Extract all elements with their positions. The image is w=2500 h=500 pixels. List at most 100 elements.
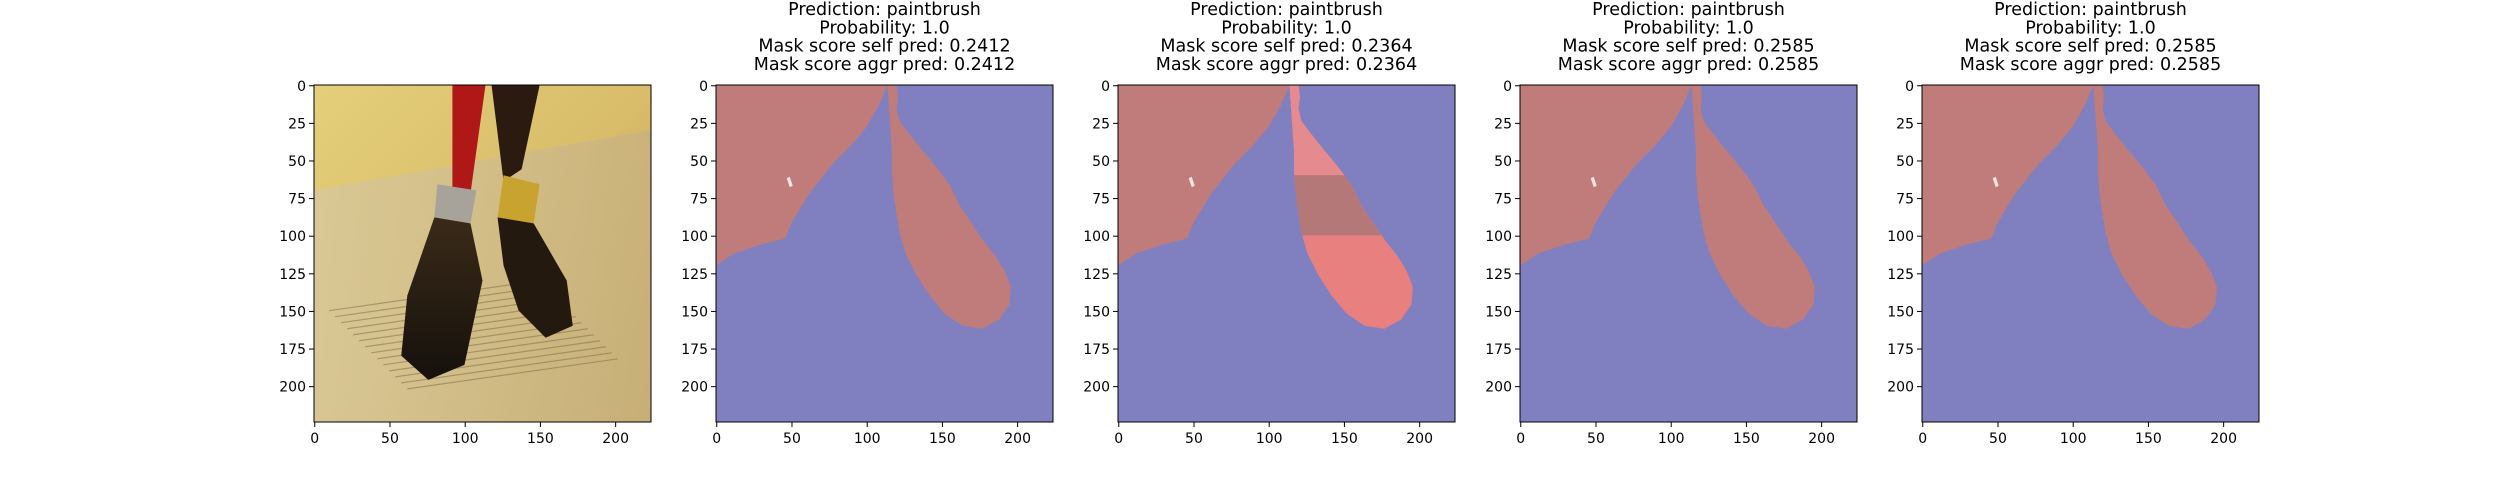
panel-title-line: Probability: 1.0 — [2025, 18, 2156, 38]
foreground-region — [1520, 85, 1692, 266]
newspaper-text-line — [401, 352, 612, 384]
x-tick-label: 50 — [1989, 431, 2007, 447]
panel-title-line: Mask score aggr pred: 0.2585 — [1558, 55, 1819, 75]
y-tick-label: 25 — [1494, 116, 1512, 132]
y-tick-label: 75 — [690, 192, 708, 208]
foreground-region — [716, 85, 888, 266]
y-tick-label: 25 — [1896, 116, 1914, 132]
y-tick-label: 175 — [1887, 342, 1914, 358]
x-tick-label: 150 — [527, 431, 554, 447]
panel-title-line: Probability: 1.0 — [819, 18, 950, 38]
panel-title-line: Prediction: paintbrush — [1592, 0, 1785, 20]
y-tick-label: 50 — [690, 154, 708, 170]
y-tick-label: 75 — [1092, 192, 1110, 208]
x-tick-label: 0 — [310, 431, 319, 447]
y-tick-label: 100 — [279, 229, 306, 245]
x-tick-label: 100 — [452, 431, 479, 447]
y-tick-label: 75 — [288, 192, 306, 208]
x-tick-label: 150 — [929, 431, 956, 447]
brush-region — [1691, 85, 1815, 329]
panel-title-line: Prediction: paintbrush — [1994, 0, 2187, 20]
mask-image — [1118, 85, 1455, 422]
y-tick-label: 125 — [1485, 267, 1512, 283]
panel-title-line: Probability: 1.0 — [1221, 18, 1352, 38]
mask-image — [1922, 85, 2259, 422]
speck-shape — [1992, 176, 1999, 188]
speck-shape — [1188, 176, 1195, 188]
y-tick-label: 200 — [681, 380, 708, 396]
x-tick-label: 0 — [1918, 431, 1927, 447]
x-tick-label: 200 — [2210, 431, 2237, 447]
x-tick-label: 150 — [1733, 431, 1760, 447]
panel-title-line: Prediction: paintbrush — [788, 0, 981, 20]
x-tick-label: 100 — [1658, 431, 1685, 447]
panel-title-line: Mask score aggr pred: 0.2585 — [1960, 55, 2221, 75]
panel-1: 0 50 100 150 200 0 25 50 75 100 125 150 175 200 — [279, 79, 652, 447]
y-tick-label: 100 — [1887, 229, 1914, 245]
y-tick-label: 0 — [1101, 79, 1110, 95]
panel-title-line: Mask score self pred: 0.2585 — [1964, 37, 2216, 57]
foreground-region — [1118, 85, 1290, 266]
y-tick-label: 200 — [1083, 380, 1110, 396]
y-tick-label: 150 — [279, 304, 306, 320]
panel-title-line: Probability: 1.0 — [1623, 18, 1754, 38]
bristles-shape — [401, 217, 483, 380]
y-tick-label: 50 — [1896, 154, 1914, 170]
y-tick-label: 150 — [681, 304, 708, 320]
y-tick-label: 150 — [1083, 304, 1110, 320]
y-tick-label: 100 — [1485, 229, 1512, 245]
y-tick-label: 150 — [1887, 304, 1914, 320]
y-tick-label: 200 — [1887, 380, 1914, 396]
y-tick-label: 175 — [1083, 342, 1110, 358]
y-tick-label: 50 — [1494, 154, 1512, 170]
panel-title-line: Mask score aggr pred: 0.2412 — [754, 55, 1015, 75]
y-tick-label: 0 — [297, 79, 306, 95]
x-tick-label: 100 — [2060, 431, 2087, 447]
y-tick-label: 200 — [279, 380, 306, 396]
newspaper-text-line — [407, 358, 618, 390]
y-tick-label: 25 — [690, 116, 708, 132]
panel-title-line: Mask score self pred: 0.2585 — [1562, 37, 1814, 57]
x-tick-label: 200 — [1406, 431, 1433, 447]
speck-shape — [786, 176, 793, 188]
x-tick-label: 50 — [783, 431, 801, 447]
y-tick-label: 50 — [288, 154, 306, 170]
speck-shape — [1590, 176, 1597, 188]
panel-title-line: Mask score self pred: 0.2364 — [1160, 37, 1412, 57]
y-tick-label: 175 — [681, 342, 708, 358]
axes-frame — [1921, 84, 2260, 423]
y-tick-label: 175 — [279, 342, 306, 358]
x-tick-label: 100 — [1256, 431, 1283, 447]
panel-title-line: Mask score aggr pred: 0.2364 — [1156, 55, 1417, 75]
y-tick-label: 125 — [1887, 267, 1914, 283]
y-tick-label: 200 — [1485, 380, 1512, 396]
y-tick-label: 75 — [1494, 192, 1512, 208]
ferrule-shape — [434, 184, 477, 224]
axes-frame — [1519, 84, 1858, 423]
y-tick-label: 100 — [681, 229, 708, 245]
y-tick-label: 25 — [1092, 116, 1110, 132]
y-tick-label: 100 — [1083, 229, 1110, 245]
brush-region — [2093, 85, 2217, 329]
photo-image — [314, 85, 651, 422]
y-tick-label: 0 — [1503, 79, 1512, 95]
y-tick-label: 0 — [1905, 79, 1914, 95]
axes-frame — [1117, 84, 1456, 423]
axes-frame — [313, 84, 652, 423]
x-tick-label: 50 — [1587, 431, 1605, 447]
dark-handle-shape — [491, 85, 540, 182]
y-tick-label: 125 — [681, 267, 708, 283]
mask-image — [1520, 85, 1857, 422]
x-tick-label: 200 — [1808, 431, 1835, 447]
x-tick-label: 200 — [602, 431, 629, 447]
mask-image — [716, 85, 1053, 422]
y-tick-label: 125 — [279, 267, 306, 283]
x-tick-label: 150 — [2135, 431, 2162, 447]
brush-region — [887, 85, 1011, 329]
y-tick-label: 125 — [1083, 267, 1110, 283]
x-tick-label: 200 — [1004, 431, 1031, 447]
